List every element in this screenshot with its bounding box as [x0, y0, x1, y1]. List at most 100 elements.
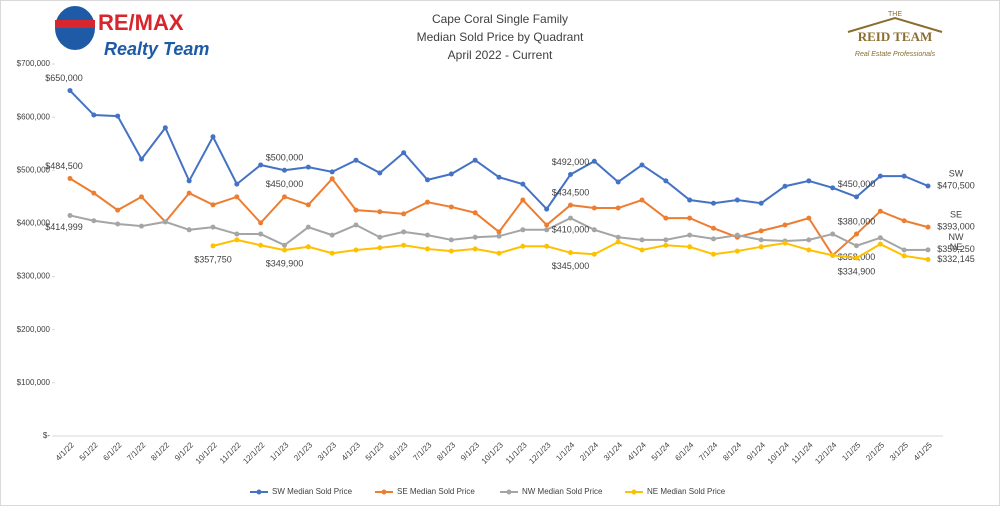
- data-point: [591, 251, 597, 257]
- data-label: $349,900: [266, 258, 304, 268]
- data-point: [758, 228, 764, 234]
- data-point: [925, 183, 931, 189]
- data-point: [663, 237, 669, 243]
- data-point: [830, 231, 836, 237]
- data-point: [734, 232, 740, 238]
- data-point: [925, 224, 931, 230]
- data-point: [854, 243, 859, 249]
- data-point: [782, 222, 788, 228]
- data-point: [448, 171, 454, 177]
- data-point: [711, 251, 716, 257]
- data-point: [496, 174, 502, 180]
- data-label: $450,000: [838, 179, 876, 189]
- data-label: $393,000: [937, 222, 975, 232]
- chart-subtitle: Median Sold Price by Quadrant: [417, 30, 584, 44]
- data-point: [210, 134, 216, 140]
- data-point: [139, 156, 144, 162]
- data-point: [687, 232, 693, 238]
- data-point: [234, 181, 240, 187]
- data-point: [854, 255, 859, 261]
- data-point: [282, 167, 287, 173]
- data-point: [687, 215, 693, 221]
- data-point: [329, 176, 335, 182]
- data-point: [258, 162, 264, 168]
- data-point: [329, 169, 335, 175]
- legend-marker: [631, 489, 637, 495]
- data-point: [496, 229, 502, 235]
- data-point: [448, 248, 454, 254]
- data-point: [544, 227, 550, 233]
- data-point: [67, 88, 73, 94]
- data-point: [377, 245, 383, 251]
- logo-text: THE: [888, 11, 902, 18]
- data-point: [901, 218, 907, 224]
- data-point: [687, 244, 693, 250]
- legend-marker: [506, 489, 512, 495]
- data-point: [639, 197, 645, 203]
- legend-label: NW Median Sold Price: [522, 487, 603, 496]
- data-point: [568, 215, 573, 221]
- data-point: [472, 246, 478, 252]
- data-point: [591, 158, 597, 164]
- data-point: [401, 242, 407, 248]
- data-point: [282, 242, 287, 248]
- data-point: [782, 240, 788, 246]
- data-point: [711, 200, 716, 206]
- data-point: [258, 242, 264, 248]
- data-point: [234, 194, 240, 200]
- data-point: [639, 162, 645, 168]
- data-point: [544, 206, 550, 212]
- data-point: [877, 173, 883, 179]
- data-point: [139, 223, 144, 229]
- data-point: [830, 252, 836, 258]
- data-point: [353, 207, 359, 213]
- balloon-stripe: [55, 20, 95, 28]
- data-point: [353, 247, 359, 253]
- logo-text: RE/MAX: [98, 10, 184, 35]
- y-tick-label: $700,000: [17, 59, 51, 68]
- data-point: [186, 178, 192, 184]
- data-point: [806, 178, 812, 184]
- data-point: [115, 113, 121, 119]
- data-point: [282, 247, 287, 253]
- y-tick-label: $-: [43, 431, 50, 440]
- data-point: [353, 157, 359, 163]
- data-point: [115, 221, 121, 227]
- data-point: [377, 209, 383, 215]
- legend-label: SE Median Sold Price: [397, 487, 475, 496]
- data-point: [425, 199, 430, 205]
- data-point: [901, 247, 907, 253]
- data-label: $380,000: [838, 216, 876, 226]
- legend-marker: [256, 489, 262, 495]
- data-point: [139, 194, 144, 200]
- series-end-label: NE: [950, 242, 963, 252]
- data-point: [520, 197, 526, 203]
- data-label: $450,000: [266, 179, 304, 189]
- data-point: [472, 157, 478, 163]
- data-point: [711, 225, 716, 231]
- chart-title: Cape Coral Single Family: [432, 12, 568, 26]
- legend-label: NE Median Sold Price: [647, 487, 726, 496]
- chart-period: April 2022 - Current: [448, 48, 553, 62]
- y-tick-label: $300,000: [17, 272, 51, 281]
- data-label: $414,999: [45, 222, 83, 232]
- data-label: $334,900: [838, 266, 876, 276]
- roof: [847, 16, 943, 33]
- data-label: $410,000: [552, 224, 590, 234]
- legend-marker: [381, 489, 387, 495]
- data-point: [806, 237, 812, 243]
- data-point: [401, 229, 407, 235]
- data-point: [782, 183, 788, 189]
- data-label: $345,000: [552, 261, 590, 271]
- y-tick-label: $400,000: [17, 219, 51, 228]
- data-point: [234, 231, 240, 237]
- data-point: [663, 178, 669, 184]
- data-point: [162, 125, 168, 131]
- legend-label: SW Median Sold Price: [272, 487, 353, 496]
- data-point: [568, 250, 573, 256]
- y-tick-label: $200,000: [17, 325, 51, 334]
- data-point: [377, 170, 383, 176]
- data-point: [472, 234, 478, 240]
